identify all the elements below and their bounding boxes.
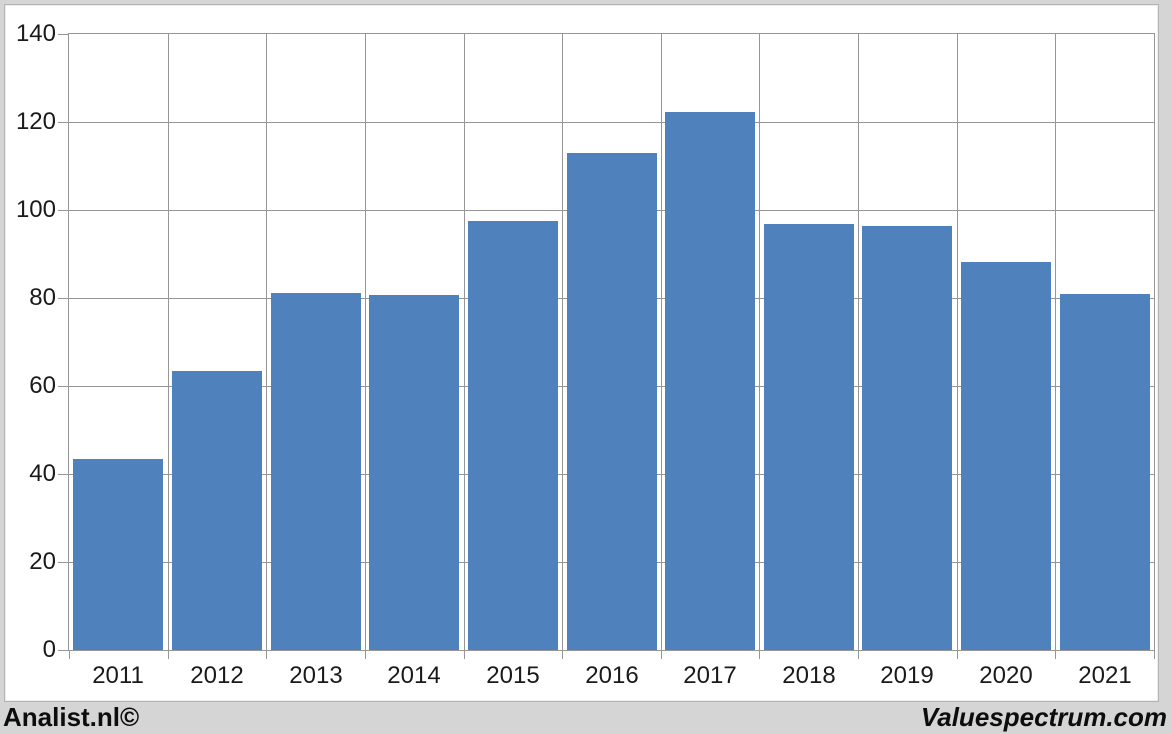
x-axis-label-2011: 2011 <box>92 662 144 689</box>
source-credit-left: Analist.nl© <box>3 702 140 732</box>
gridline-x-4 <box>464 34 465 650</box>
y-axis-label-20: 20 <box>29 548 56 575</box>
y-tick-20 <box>58 562 68 563</box>
y-axis-label-0: 0 <box>42 636 56 663</box>
gridline-x-10 <box>1055 34 1056 650</box>
x-tick-0 <box>69 651 70 659</box>
x-axis-label-2018: 2018 <box>782 662 836 689</box>
y-axis-label-40: 40 <box>29 460 56 487</box>
y-tick-140 <box>58 34 68 35</box>
footer-strip: Analist.nl© Valuespectrum.com <box>0 702 1172 734</box>
x-axis-label-2021: 2021 <box>1078 662 1132 689</box>
y-axis-label-60: 60 <box>29 372 56 399</box>
gridline-x-2 <box>266 34 267 650</box>
y-tick-0 <box>58 650 68 651</box>
plot-area <box>68 33 1155 651</box>
gridline-x-7 <box>759 34 760 650</box>
bar-2021 <box>1060 294 1150 650</box>
x-tick-5 <box>562 651 563 659</box>
y-axis-label-80: 80 <box>29 284 56 311</box>
x-axis-label-2016: 2016 <box>585 662 639 689</box>
x-tick-3 <box>365 651 366 659</box>
x-tick-4 <box>464 651 465 659</box>
y-axis-label-120: 120 <box>15 108 56 135</box>
bar-2016 <box>567 153 657 650</box>
x-tick-11 <box>1154 651 1155 659</box>
x-axis-label-2020: 2020 <box>979 662 1033 689</box>
x-tick-1 <box>168 651 169 659</box>
gridline-y-120 <box>69 122 1154 123</box>
bar-2012 <box>172 371 262 650</box>
x-tick-7 <box>759 651 760 659</box>
bar-2015 <box>468 221 558 650</box>
y-tick-60 <box>58 386 68 387</box>
x-axis-label-2012: 2012 <box>190 662 244 689</box>
gridline-x-3 <box>365 34 366 650</box>
y-tick-100 <box>58 210 68 211</box>
x-axis-label-2015: 2015 <box>486 662 540 689</box>
x-axis-label-2013: 2013 <box>289 662 343 689</box>
x-tick-10 <box>1055 651 1056 659</box>
bar-2013 <box>271 293 361 650</box>
x-tick-6 <box>661 651 662 659</box>
x-tick-8 <box>858 651 859 659</box>
x-axis-label-2017: 2017 <box>683 662 737 689</box>
gridline-x-8 <box>858 34 859 650</box>
y-tick-40 <box>58 474 68 475</box>
y-tick-80 <box>58 298 68 299</box>
bar-2011 <box>73 459 163 650</box>
source-credit-right: Valuespectrum.com <box>920 702 1167 732</box>
gridline-x-6 <box>661 34 662 650</box>
bar-2020 <box>961 262 1051 650</box>
bar-2017 <box>665 112 755 650</box>
gridline-x-1 <box>168 34 169 650</box>
x-axis-label-2019: 2019 <box>880 662 934 689</box>
y-axis-label-100: 100 <box>15 196 56 223</box>
bar-2014 <box>369 295 459 650</box>
y-axis-label-140: 140 <box>15 20 56 47</box>
bar-2019 <box>862 226 952 650</box>
gridline-x-5 <box>562 34 563 650</box>
x-tick-2 <box>266 651 267 659</box>
x-axis-label-2014: 2014 <box>387 662 441 689</box>
x-tick-9 <box>957 651 958 659</box>
bar-2018 <box>764 224 854 650</box>
gridline-x-9 <box>957 34 958 650</box>
y-tick-120 <box>58 122 68 123</box>
